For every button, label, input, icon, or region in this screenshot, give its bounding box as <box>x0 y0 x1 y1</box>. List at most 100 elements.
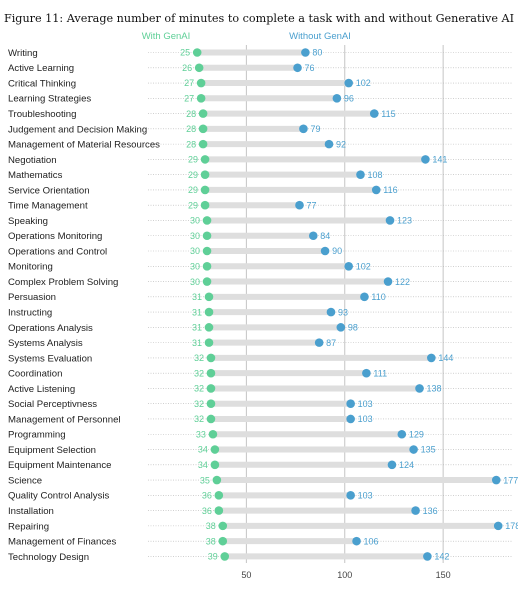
without-genai-point <box>383 277 393 286</box>
without-genai-value-label: 178 <box>505 521 518 531</box>
with-genai-point <box>212 475 222 485</box>
with-genai-value-label: 28 <box>186 124 196 134</box>
with-genai-point <box>194 63 204 73</box>
without-genai-point <box>293 63 302 73</box>
without-genai-value-label: 110 <box>371 292 385 302</box>
with-genai-point <box>192 48 202 57</box>
legend-without-genai: Without GenAI <box>289 31 351 42</box>
with-genai-point <box>206 399 216 409</box>
x-tick-label: 100 <box>337 570 352 580</box>
without-genai-point <box>491 475 501 485</box>
with-genai-value-label: 30 <box>190 261 200 271</box>
without-genai-value-label: 142 <box>434 552 449 562</box>
with-genai-value-label: 38 <box>206 536 216 546</box>
without-genai-value-label: 77 <box>307 200 317 210</box>
without-genai-value-label: 115 <box>381 109 395 119</box>
category-label: Technology Design <box>8 552 89 563</box>
with-genai-point <box>208 429 218 439</box>
without-genai-value-label: 103 <box>358 491 373 501</box>
without-genai-point <box>295 200 304 210</box>
without-genai-value-label: 111 <box>373 368 387 378</box>
category-label: Persuasion <box>8 292 56 303</box>
with-genai-point <box>218 536 228 546</box>
category-label: Critical Thinking <box>8 78 76 89</box>
without-genai-point <box>385 216 395 225</box>
category-label: Monitoring <box>8 262 53 273</box>
with-genai-point <box>198 109 208 118</box>
category-label: Management of Personnel <box>8 414 121 425</box>
grid-lines <box>148 45 512 563</box>
without-genai-point <box>421 155 430 164</box>
without-genai-value-label: 129 <box>409 429 424 439</box>
with-genai-point <box>210 445 220 454</box>
category-label: Learning Strategies <box>8 94 91 105</box>
with-genai-value-label: 36 <box>202 506 212 516</box>
without-genai-point <box>409 445 418 454</box>
with-genai-value-label: 32 <box>194 399 204 409</box>
without-genai-value-label: 138 <box>427 384 442 394</box>
with-genai-point <box>206 353 216 363</box>
x-tick-label: 150 <box>436 570 451 580</box>
with-genai-value-label: 30 <box>190 246 200 256</box>
without-genai-value-label: 116 <box>383 185 397 195</box>
without-genai-value-label: 80 <box>312 48 322 58</box>
category-label: Service Orientation <box>8 185 90 196</box>
with-genai-value-label: 29 <box>188 200 198 210</box>
with-genai-value-label: 32 <box>194 384 204 394</box>
with-genai-point <box>202 261 212 271</box>
without-genai-point <box>299 124 308 134</box>
with-genai-value-label: 32 <box>194 353 204 363</box>
with-genai-point <box>202 277 212 286</box>
without-genai-point <box>301 48 310 57</box>
with-genai-point <box>204 292 214 302</box>
without-genai-point <box>336 323 346 332</box>
category-label: Repairing <box>8 521 49 532</box>
without-genai-value-label: 103 <box>358 414 373 424</box>
without-genai-point <box>397 429 407 439</box>
without-genai-value-label: 103 <box>358 399 373 409</box>
without-genai-value-label: 92 <box>336 139 346 149</box>
without-genai-point <box>344 261 353 271</box>
without-genai-point <box>346 491 355 500</box>
without-genai-value-label: 135 <box>421 445 436 455</box>
without-genai-value-label: 136 <box>423 506 438 516</box>
without-genai-value-label: 102 <box>356 78 371 88</box>
without-genai-point <box>326 307 336 317</box>
with-genai-value-label: 29 <box>188 170 198 180</box>
category-label: Complex Problem Solving <box>8 277 118 288</box>
x-tick-label: 50 <box>241 570 251 580</box>
with-genai-point <box>218 521 228 531</box>
without-genai-point <box>360 292 369 302</box>
with-genai-point <box>202 231 212 241</box>
without-genai-point <box>346 414 355 424</box>
category-label: Programming <box>8 430 66 441</box>
without-genai-point <box>493 521 503 531</box>
category-label: Negotiation <box>8 155 57 166</box>
without-genai-value-label: 79 <box>310 124 320 134</box>
category-label: Social Perceptivness <box>8 399 97 410</box>
x-axis-ticks: 50 100 150 <box>241 570 450 580</box>
with-genai-value-label: 28 <box>186 109 196 119</box>
without-genai-value-label: 93 <box>338 307 348 317</box>
without-genai-value-label: 96 <box>344 94 354 104</box>
with-genai-value-label: 30 <box>190 216 200 226</box>
with-genai-value-label: 31 <box>192 338 202 348</box>
without-genai-value-label: 108 <box>367 170 382 180</box>
with-genai-point <box>204 338 214 347</box>
with-genai-point <box>198 124 208 134</box>
with-genai-point <box>196 94 206 103</box>
without-genai-value-label: 141 <box>432 155 447 165</box>
category-label: Equipment Maintenance <box>8 460 111 471</box>
with-genai-value-label: 33 <box>196 429 206 439</box>
without-genai-value-label: 102 <box>356 261 371 271</box>
without-genai-point <box>415 384 424 393</box>
with-genai-value-label: 28 <box>186 139 196 149</box>
without-genai-point <box>423 552 432 561</box>
with-genai-value-label: 31 <box>192 323 202 333</box>
with-genai-value-label: 36 <box>202 491 212 501</box>
with-genai-value-label: 29 <box>188 155 198 165</box>
with-genai-value-label: 34 <box>198 445 208 455</box>
without-genai-value-label: 76 <box>305 63 315 73</box>
category-label: Quality Control Analysis <box>8 491 110 502</box>
